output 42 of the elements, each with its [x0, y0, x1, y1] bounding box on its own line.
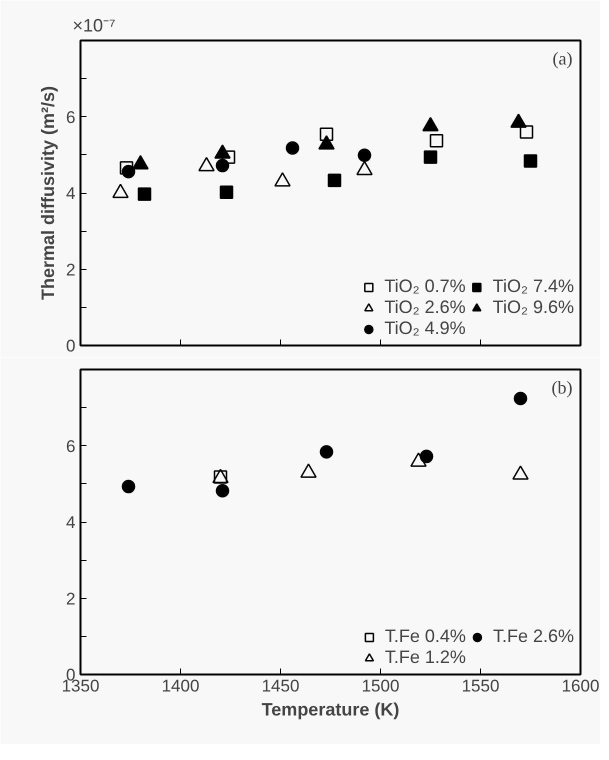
- x-tick-label: 1450: [262, 676, 300, 696]
- point: [122, 480, 136, 494]
- legend-label: T.Fe 0.4%: [384, 626, 466, 647]
- y-tick-label: 6: [66, 436, 76, 456]
- legend-label: TiO₂ 4.9%: [384, 318, 466, 339]
- point: [220, 185, 234, 199]
- y-tick-label: 4: [66, 513, 76, 532]
- legend-label: TiO₂ 2.6%: [384, 297, 466, 318]
- y-tick-label: 4: [66, 184, 76, 203]
- x-tick-label: 1600: [562, 676, 600, 696]
- point: [216, 484, 230, 498]
- point: [520, 125, 534, 139]
- point: [120, 161, 134, 175]
- annotation: (b): [552, 378, 573, 398]
- legend-label: T.Fe 2.6%: [492, 626, 574, 647]
- y-tick-label: 0: [66, 336, 76, 356]
- text: ×10⁻⁷: [72, 16, 116, 36]
- point: [328, 174, 342, 188]
- annotation: (a): [552, 48, 573, 68]
- legend-label: TiO₂ 0.7%: [384, 276, 466, 297]
- y-tick-label: 2: [66, 260, 76, 280]
- point: [430, 134, 444, 148]
- point: [138, 187, 152, 201]
- point: [320, 128, 334, 142]
- y-tick-label: 2: [66, 589, 76, 608]
- legend-label: TiO₂ 9.6%: [492, 297, 574, 318]
- x-tick-label: 1400: [162, 676, 200, 696]
- point: [420, 450, 434, 464]
- y-tick-label: 6: [66, 108, 76, 127]
- x-tick-label: 1500: [362, 676, 400, 696]
- point: [320, 445, 334, 459]
- point: [514, 392, 528, 406]
- x-tick-label: 1550: [462, 676, 500, 696]
- point: [222, 150, 236, 164]
- x-axis-title: Temperature (K): [262, 700, 400, 720]
- point: [424, 150, 438, 164]
- point: [524, 154, 538, 168]
- y-axis-title: Thermal diffusivity (m²/s): [38, 86, 58, 300]
- legend-label: TiO₂ 7.4%: [492, 276, 574, 297]
- point: [286, 141, 300, 155]
- legend-label: T.Fe 1.2%: [384, 647, 466, 668]
- point: [358, 148, 372, 162]
